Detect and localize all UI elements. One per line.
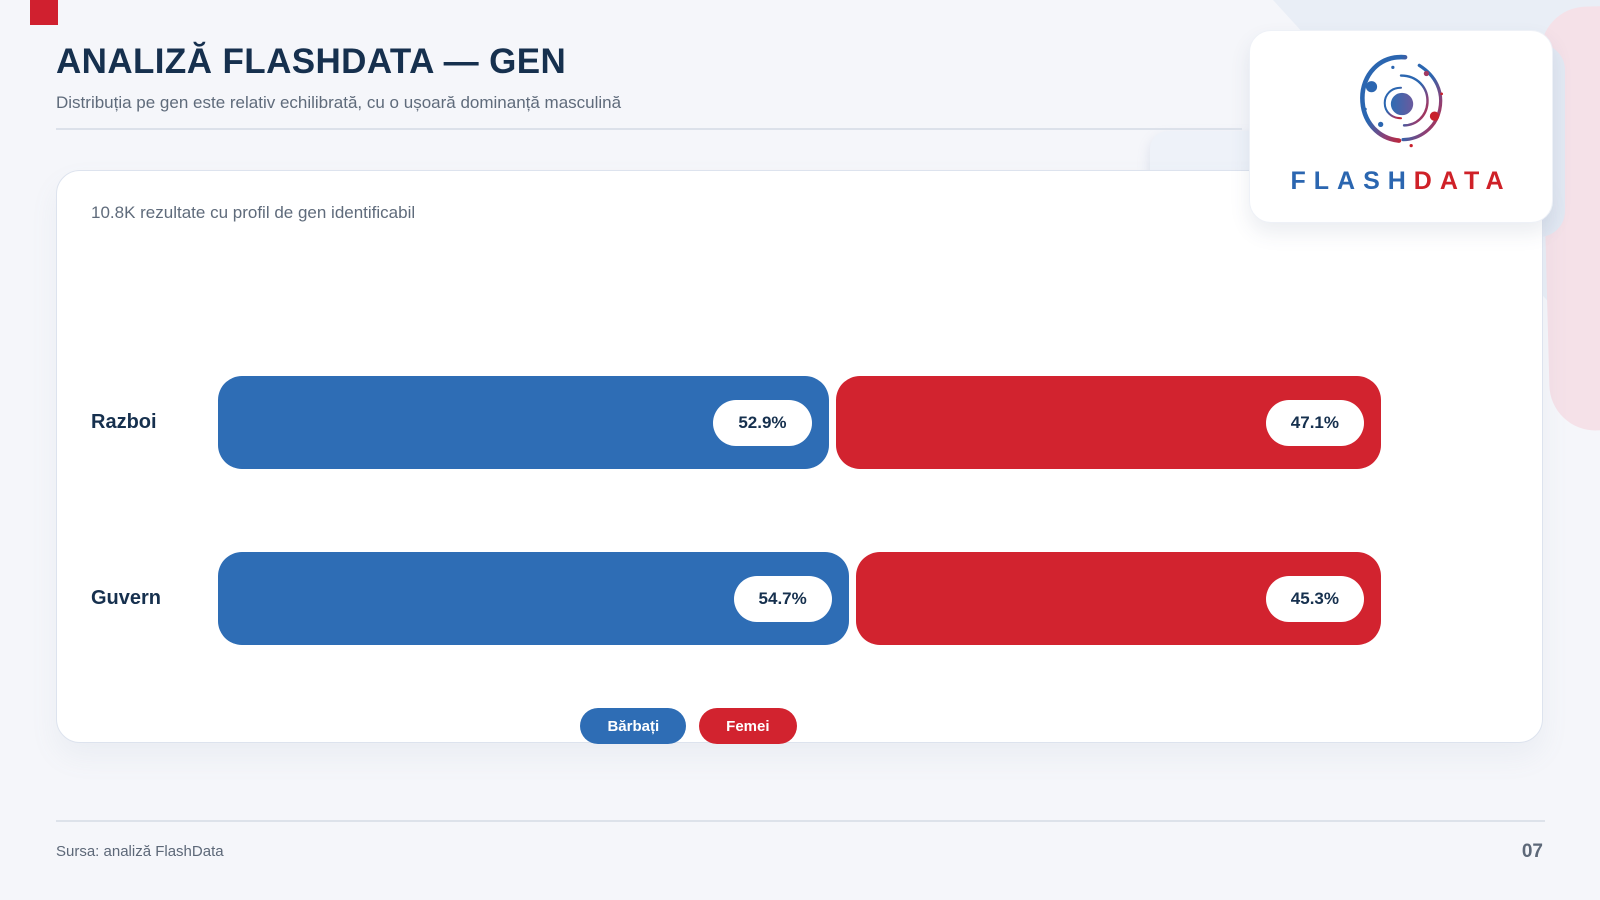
legend-item-male[interactable]: Bărbați: [580, 708, 687, 744]
header-divider: [56, 128, 1242, 130]
page-subtitle: Distribuția pe gen este relativ echilibr…: [56, 93, 622, 112]
source-note: Sursa: analiză FlashData: [56, 843, 224, 860]
bar-segment-female: 45.3%: [855, 552, 1381, 645]
bar-segment-male: 52.9%: [218, 376, 829, 469]
logo-word-data: DATA: [1413, 167, 1512, 195]
chart-card: 10.8K rezultate cu profil de gen identif…: [56, 170, 1543, 744]
logo-wordmark: FLASHDATA: [1290, 167, 1511, 196]
value-pill: 52.9%: [713, 399, 812, 446]
gender-chart: Razboi 52.9% 47.1% Guvern 54.7% 45.3%: [91, 376, 1381, 645]
value-pill: 47.1%: [1265, 399, 1364, 446]
value-pill: 45.3%: [1265, 575, 1364, 622]
footer-divider: [56, 820, 1545, 822]
bar-segment-male: 54.7%: [218, 552, 849, 645]
category-label: Razboi: [91, 411, 157, 433]
legend-item-female[interactable]: Femei: [699, 708, 797, 744]
spiral-galaxy-logo-icon: [1360, 54, 1443, 148]
logo-word-flash: FLASH: [1290, 167, 1414, 195]
page-title: ANALIZĂ FLASHDATA — GEN: [56, 42, 567, 81]
chart-legend: Bărbați Femei: [0, 708, 1431, 744]
value-pill: 54.7%: [733, 575, 832, 622]
bar-segment-female: 47.1%: [835, 376, 1381, 469]
chart-note: 10.8K rezultate cu profil de gen identif…: [91, 203, 416, 222]
header: ANALIZĂ FLASHDATA — GEN Distribuția pe g…: [56, 42, 621, 113]
category-label: Guvern: [91, 587, 162, 609]
bar-row: Guvern 54.7% 45.3%: [91, 552, 1381, 645]
red-accent-mark: [30, 0, 58, 25]
bar-row: Razboi 52.9% 47.1%: [91, 376, 1381, 469]
bar-track: 52.9% 47.1%: [218, 376, 1381, 469]
page-number: 07: [1521, 841, 1543, 862]
logo-card: FLASHDATA: [1249, 30, 1553, 223]
bar-track: 54.7% 45.3%: [218, 552, 1381, 645]
